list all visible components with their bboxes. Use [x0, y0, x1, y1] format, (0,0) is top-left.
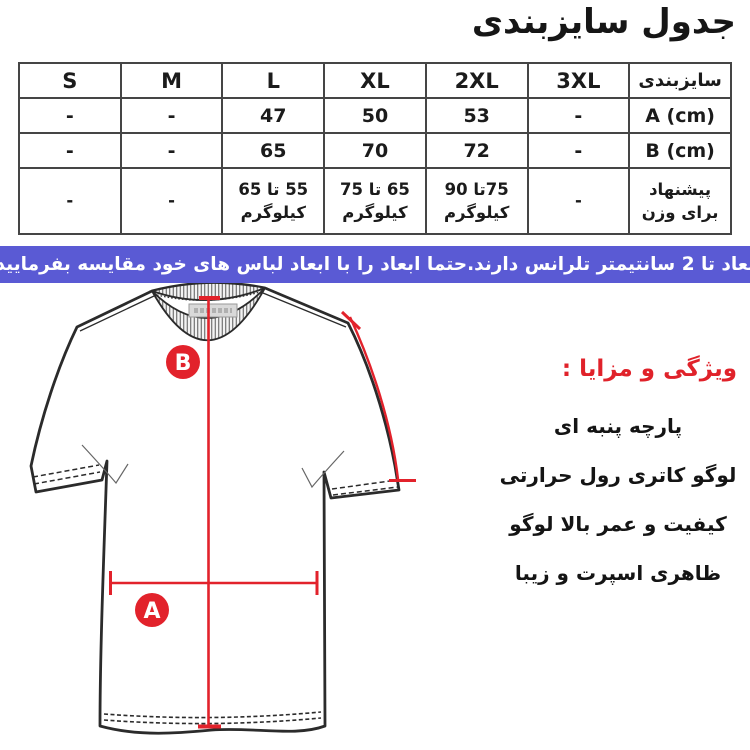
- col-header-m: M: [119, 62, 224, 99]
- cuff-stitching-right: [331, 479, 399, 496]
- hem-stitching: [103, 711, 322, 725]
- sleeve-measure-tick-top: [340, 310, 362, 331]
- cell-w-m: -: [119, 167, 224, 235]
- feature-item-fabric: پارچه پنبه ای: [553, 414, 683, 438]
- size-table: S M L XL 2XL 3XL سایزبندی - - 47 50 53 -…: [18, 62, 732, 235]
- marker-a-text: A: [143, 599, 160, 624]
- cell-a-l: 47: [221, 97, 326, 134]
- table-row-weight: - - 55 تا 65 کیلوگرم 65 تا 75 کیلوگرم 75…: [18, 167, 732, 235]
- features-section: ویژگی و مزایا : پارچه پنبه ای لوگو کاتری…: [499, 356, 737, 610]
- cell-w-3xl: -: [526, 167, 631, 235]
- armpit-wrinkle-left: [81, 444, 129, 485]
- marker-b-text: B: [175, 351, 192, 376]
- tshirt-diagram: B A: [29, 283, 416, 735]
- marker-a-circle: [135, 593, 169, 627]
- feature-item-logo-type: لوگو کاتری رول حرارتی: [499, 463, 737, 487]
- cell-b-3xl: -: [526, 132, 631, 169]
- row-label-b: B (cm): [628, 132, 732, 169]
- sleeve-measure-line: [348, 316, 400, 480]
- cell-w-l: 55 تا 65 کیلوگرم: [221, 167, 326, 235]
- cell-w-2xl: 75تا 90 کیلوگرم: [424, 167, 529, 235]
- shoulder-seam-left: [79, 295, 155, 332]
- cell-a-m: -: [119, 97, 224, 134]
- feature-item-appearance: ظاهری اسپرت و زیبا: [514, 561, 722, 585]
- row-label-weight: پیشنهاد برای وزن: [628, 167, 732, 235]
- col-header-sizing: سایزبندی: [628, 62, 732, 99]
- cell-b-s: -: [18, 132, 122, 169]
- col-header-xl: XL: [323, 62, 427, 99]
- col-header-l: L: [221, 62, 326, 99]
- feature-item-quality: کیفیت و عمر بالا لوگو: [509, 512, 727, 536]
- marker-b-circle: [166, 345, 200, 379]
- table-header-row: S M L XL 2XL 3XL سایزبندی: [18, 62, 732, 99]
- tolerance-notice-banner: ابعاد تا 2 سانتیمتر تلرانس دارند.حتما اب…: [0, 246, 750, 283]
- cell-b-2xl: 72: [424, 132, 529, 169]
- table-row-b: - - 65 70 72 - B (cm): [18, 132, 732, 169]
- cell-w-s: -: [18, 167, 122, 235]
- page-title: جدول سایزبندی: [471, 2, 736, 42]
- tshirt-outline: [29, 283, 401, 735]
- cell-b-l: 65: [221, 132, 326, 169]
- cell-b-m: -: [119, 132, 224, 169]
- cell-b-xl: 70: [323, 132, 427, 169]
- cell-a-xl: 50: [323, 97, 427, 134]
- cell-a-s: -: [18, 97, 122, 134]
- col-header-2xl: 2XL: [424, 62, 529, 99]
- col-header-3xl: 3XL: [526, 62, 631, 99]
- tolerance-notice-text: ابعاد تا 2 سانتیمتر تلرانس دارند.حتما اب…: [0, 254, 750, 275]
- features-heading: ویژگی و مزایا :: [561, 356, 737, 382]
- cuff-stitching-left: [32, 464, 101, 485]
- cell-a-3xl: -: [526, 97, 631, 134]
- collar-front-band: [151, 287, 266, 342]
- row-label-a: A (cm): [628, 97, 732, 134]
- cell-w-xl: 65 تا 75 کیلوگرم: [323, 167, 427, 235]
- shoulder-seam-right: [262, 292, 347, 328]
- table-row-a: - - 47 50 53 - A (cm): [18, 97, 732, 134]
- cell-a-2xl: 53: [424, 97, 529, 134]
- col-header-s: S: [18, 62, 122, 99]
- armpit-wrinkle-right: [301, 450, 345, 489]
